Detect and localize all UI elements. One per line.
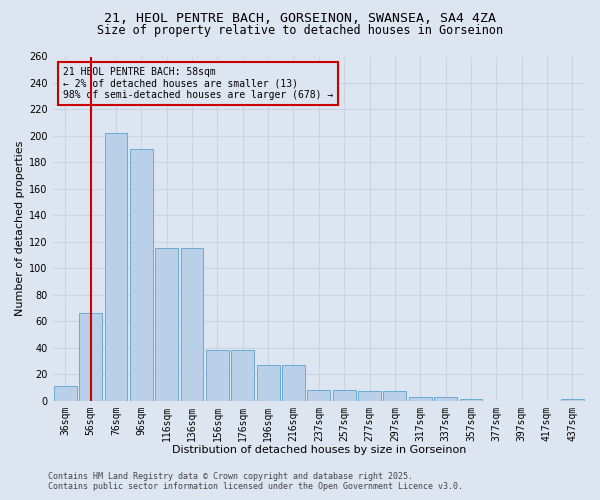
Bar bbox=[282, 365, 305, 400]
Bar bbox=[206, 350, 229, 401]
Text: 21 HEOL PENTRE BACH: 58sqm
← 2% of detached houses are smaller (13)
98% of semi-: 21 HEOL PENTRE BACH: 58sqm ← 2% of detac… bbox=[63, 67, 334, 100]
Bar bbox=[434, 397, 457, 400]
X-axis label: Distribution of detached houses by size in Gorseinon: Distribution of detached houses by size … bbox=[172, 445, 466, 455]
Bar bbox=[307, 390, 330, 400]
Text: 21, HEOL PENTRE BACH, GORSEINON, SWANSEA, SA4 4ZA: 21, HEOL PENTRE BACH, GORSEINON, SWANSEA… bbox=[104, 12, 496, 26]
Bar bbox=[257, 365, 280, 400]
Y-axis label: Number of detached properties: Number of detached properties bbox=[15, 141, 25, 316]
Bar bbox=[104, 134, 127, 400]
Text: Contains HM Land Registry data © Crown copyright and database right 2025.
Contai: Contains HM Land Registry data © Crown c… bbox=[48, 472, 463, 491]
Bar bbox=[181, 248, 203, 400]
Bar bbox=[232, 350, 254, 401]
Bar bbox=[409, 397, 431, 400]
Text: Size of property relative to detached houses in Gorseinon: Size of property relative to detached ho… bbox=[97, 24, 503, 37]
Bar bbox=[383, 392, 406, 400]
Bar bbox=[155, 248, 178, 400]
Bar bbox=[358, 392, 381, 400]
Bar bbox=[79, 314, 102, 400]
Bar bbox=[54, 386, 77, 400]
Bar bbox=[130, 149, 153, 401]
Bar bbox=[333, 390, 356, 400]
